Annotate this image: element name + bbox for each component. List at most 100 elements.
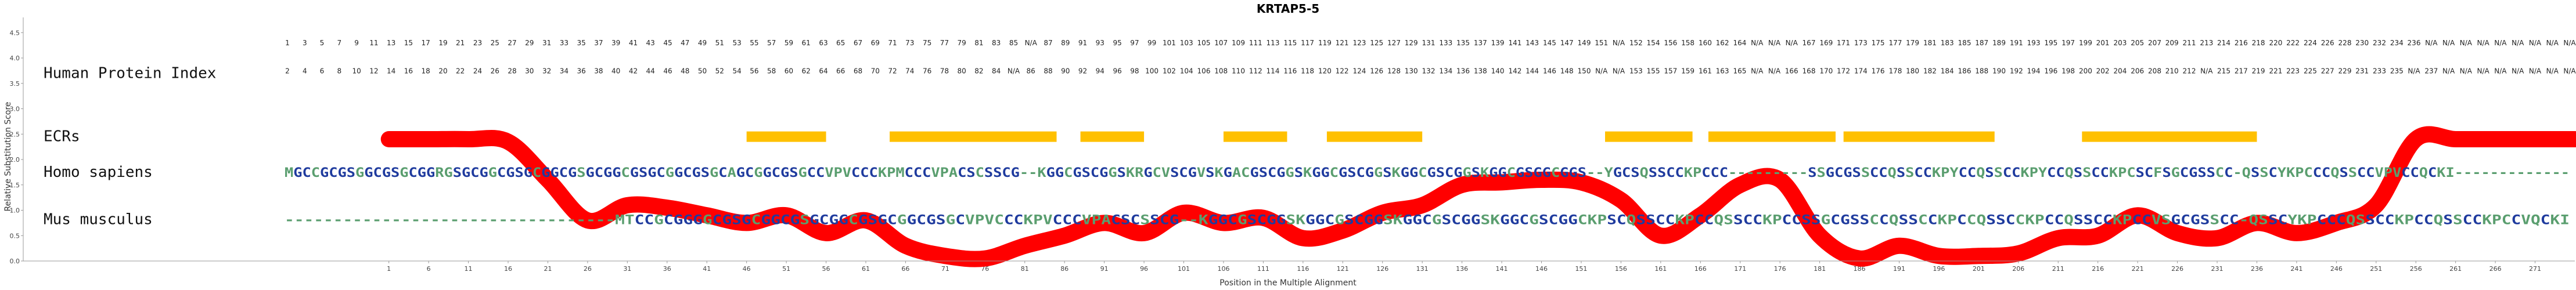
y-tick-label: 2.0	[10, 156, 20, 164]
sequence-segment: CC	[2219, 213, 2239, 227]
index-value: 221	[2269, 67, 2282, 75]
sequence-segment: G	[703, 213, 713, 227]
index-value: 169	[1819, 39, 1833, 47]
index-value: 63	[819, 39, 828, 47]
sequence-segment: GG	[1489, 166, 1507, 180]
sequence-segment: C	[2541, 213, 2550, 227]
sequence-segment: CCC	[2317, 213, 2346, 227]
y-tick-label: 1.5	[10, 182, 20, 189]
index-value: 156	[1664, 39, 1677, 47]
index-value: 107	[1214, 39, 1228, 47]
sequence-segment: KI-------------	[2437, 166, 2570, 180]
index-value: 133	[1439, 39, 1452, 47]
sequence-segment: G	[1334, 213, 1344, 227]
sequence-segment: G	[2171, 166, 2180, 180]
sequence-segment: SGCG	[453, 166, 488, 180]
sequence-segment: G	[355, 166, 364, 180]
x-axis-label: Position in the Multiple Alignment	[1219, 278, 1357, 288]
x-tick-label: 181	[1814, 265, 1826, 273]
index-value: 26	[491, 67, 499, 75]
index-value: 85	[1009, 39, 1018, 47]
index-value: 54	[732, 67, 741, 75]
sequence-segment: SCGG	[1247, 213, 1286, 227]
sequence-segment: CCSS	[1782, 213, 1821, 227]
index-value: 84	[992, 67, 1001, 75]
sequence-segment: S	[1472, 166, 1480, 180]
index-value: 161	[1699, 67, 1712, 75]
x-tick-label: 21	[544, 265, 552, 273]
sequence-segment: G	[1224, 166, 1232, 180]
index-value: 209	[2165, 39, 2179, 47]
sequence-segment: S	[2251, 166, 2260, 180]
index-value: 144	[1526, 67, 1539, 75]
sequence-segment: CGSG	[497, 166, 533, 180]
sequence-segment: F	[2153, 166, 2162, 180]
sequence-segment: GGCG	[541, 166, 577, 180]
x-tick-label: 91	[1100, 265, 1109, 273]
ecr-bar	[890, 131, 1057, 142]
x-tick-label: 231	[2211, 265, 2224, 273]
ecr-bar	[1080, 131, 1145, 142]
index-value: 153	[1629, 67, 1643, 75]
index-value: 65	[836, 39, 845, 47]
index-value: 232	[2373, 39, 2386, 47]
sequence-segment: C	[955, 213, 965, 227]
index-value: 33	[560, 39, 569, 47]
index-value: 151	[1595, 39, 1608, 47]
index-value: N/A	[1786, 39, 1798, 47]
index-value: N/A	[2425, 39, 2438, 47]
index-value: 98	[1130, 67, 1139, 75]
index-value: 211	[2183, 39, 2196, 47]
index-value: 51	[715, 39, 724, 47]
index-value: 67	[854, 39, 862, 47]
sequence-segment: S	[1117, 166, 1126, 180]
index-value: 213	[2200, 39, 2213, 47]
index-value: 177	[1888, 39, 1902, 47]
sequence-segment: S	[2453, 213, 2463, 227]
index-value: 49	[698, 39, 707, 47]
sequence-segment: SCGG	[1441, 213, 1480, 227]
sequence-segment: C	[751, 213, 761, 227]
sequence-segment: GSCG	[1073, 166, 1108, 180]
index-value: 74	[905, 67, 914, 75]
sequence-segment: CGGG	[664, 213, 703, 227]
index-value: 28	[508, 67, 516, 75]
index-value: 162	[1716, 39, 1729, 47]
index-value: 99	[1147, 39, 1156, 47]
sequence-segment: SSCC	[1649, 166, 1684, 180]
index-value: 47	[681, 39, 689, 47]
index-value: 171	[1837, 39, 1850, 47]
sequence-segment: GGC	[1403, 213, 1432, 227]
index-value: 204	[2113, 67, 2127, 75]
sequence-segment: CC	[2357, 166, 2375, 180]
index-value: 220	[2269, 39, 2282, 47]
x-tick-label: 271	[2529, 265, 2541, 273]
sequence-segment: --K	[1179, 213, 1208, 227]
x-tick-label: 221	[2132, 265, 2144, 273]
sequence-segment: GSGG	[1516, 166, 1551, 180]
sequence-segment: GC	[736, 166, 754, 180]
sequence-segment: S	[1905, 166, 1914, 180]
sequence-segment: C	[2224, 166, 2233, 180]
index-value: 215	[2217, 67, 2230, 75]
x-tick-label: 236	[2251, 265, 2263, 273]
x-tick-label: 136	[1456, 265, 1468, 273]
index-value: 7	[337, 39, 341, 47]
substitution-score-curve	[380, 126, 2576, 267]
index-row-label: Human Protein Index	[44, 64, 216, 82]
sequence-segment: AC	[1232, 166, 1250, 180]
index-value: 11	[369, 39, 378, 47]
index-value: N/A	[1613, 67, 1625, 75]
sequence-segment: Q	[2065, 166, 2074, 180]
sequence-segment: SK	[1480, 213, 1500, 227]
index-value: 139	[1491, 39, 1505, 47]
index-value: 91	[1078, 39, 1087, 47]
sequence-segment: Q	[2419, 166, 2428, 180]
index-value: 148	[1560, 67, 1574, 75]
sequence-segment: CKP	[1578, 213, 1607, 227]
index-value: 127	[1387, 39, 1401, 47]
index-value: 59	[785, 39, 793, 47]
index-value: N/A	[2408, 67, 2420, 75]
series-line	[380, 126, 2576, 267]
sequence-segment: Q	[2330, 166, 2339, 180]
